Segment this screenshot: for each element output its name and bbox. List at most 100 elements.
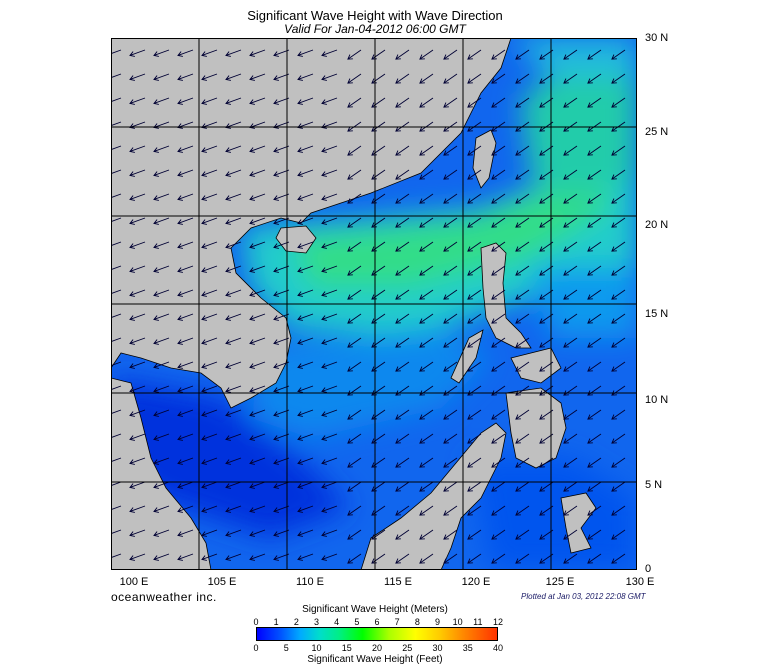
wave-arrow [587,97,602,108]
wave-arrow [177,265,194,273]
wave-arrow [491,217,506,228]
wave-arrow [201,361,218,369]
wave-arrow [611,361,626,372]
wave-arrow [467,481,482,492]
wave-arrow [111,121,122,127]
wave-arrow [111,145,122,151]
wave-arrow [249,241,266,249]
wave-arrow [225,169,242,177]
wave-arrow [225,313,242,321]
wave-arrow [515,409,530,420]
wave-arrow [129,145,146,153]
wave-arrow [321,505,338,513]
wave-arrow [515,97,530,108]
wave-arrow [177,433,194,441]
colorbar-tick-feet-2: 10 [311,643,322,653]
wave-arrow [563,553,578,564]
graticule [111,38,637,570]
wave-arrow [467,289,482,300]
wave-arrow [491,337,506,348]
wave-arrow [201,337,218,345]
wave-arrow [177,97,194,105]
wave-arrow [395,337,410,348]
wave-arrow [419,553,434,564]
wave-arrow [467,217,482,228]
wave-arrow [201,217,218,225]
wave-arrow [225,433,242,441]
colorbar-tick-feet-3: 15 [341,643,352,653]
wave-arrow [321,553,338,561]
wave-arrow [321,409,338,417]
wave-arrow [111,97,122,103]
wave-arrow [225,457,242,465]
wave-arrow [111,361,122,367]
wave-arrow [491,145,506,156]
wave-arrow [587,505,602,516]
wave-arrow [563,313,578,324]
wave-arrow [153,337,170,345]
wave-arrow [177,529,194,537]
wave-arrow [611,73,626,84]
wave-arrow [347,193,362,204]
wave-arrow [273,529,290,537]
wave-arrow [177,481,194,489]
wave-arrow [111,241,122,247]
wave-arrow [347,553,362,564]
wave-arrow [153,217,170,225]
wave-arrow [225,409,242,417]
wave-arrow [129,313,146,321]
wave-arrow [395,145,410,156]
wave-arrow [611,529,626,540]
wave-arrow [129,337,146,345]
wave-arrow [395,97,410,108]
wave-arrow [419,313,434,324]
wave-arrow [467,241,482,252]
wave-arrow [297,193,314,201]
wave-arrow [395,361,410,372]
wave-arrow [129,409,146,417]
wave-arrow [563,193,578,204]
wave-arrow [201,457,218,465]
wave-arrow [201,481,218,489]
wave-arrow [201,265,218,273]
wave-arrow [515,241,530,252]
wave-arrow [297,241,314,249]
wave-arrow [491,289,506,300]
wave-arrow [129,529,146,537]
wave-arrow [395,169,410,180]
wave-arrow [611,409,626,420]
wave-arrow [563,505,578,516]
wave-arrow [225,553,242,561]
wave-arrow [129,457,146,465]
wave-arrow [273,241,290,249]
wave-arrow [443,289,458,300]
wave-arrow [563,409,578,420]
wave-arrow [491,385,506,396]
wave-arrow [249,169,266,177]
wave-arrow [201,553,218,561]
wave-arrow [153,433,170,441]
wave-arrow [273,313,290,321]
wave-arrow [321,529,338,537]
wave-arrow [395,433,410,444]
wave-arrow [297,505,314,513]
wave-arrow [515,361,530,372]
wave-arrow [467,169,482,180]
lon-label-120: 120 E [461,576,491,588]
wave-arrow [491,505,506,516]
wave-arrow [273,361,290,369]
wave-arrow [201,289,218,297]
wave-arrow [587,553,602,564]
colorbar-tick-feet-5: 25 [402,643,413,653]
wave-arrow [419,337,434,348]
wave-arrow [395,289,410,300]
wave-arrow [515,49,530,60]
wave-arrow [177,361,194,369]
wave-arrow [153,481,170,489]
colorbar-tick-meters-9: 9 [434,617,441,627]
wave-arrow [273,49,290,57]
wave-arrow [111,385,122,391]
wave-arrow [347,169,362,180]
wave-arrow [249,361,266,369]
wave-arrow [587,289,602,300]
